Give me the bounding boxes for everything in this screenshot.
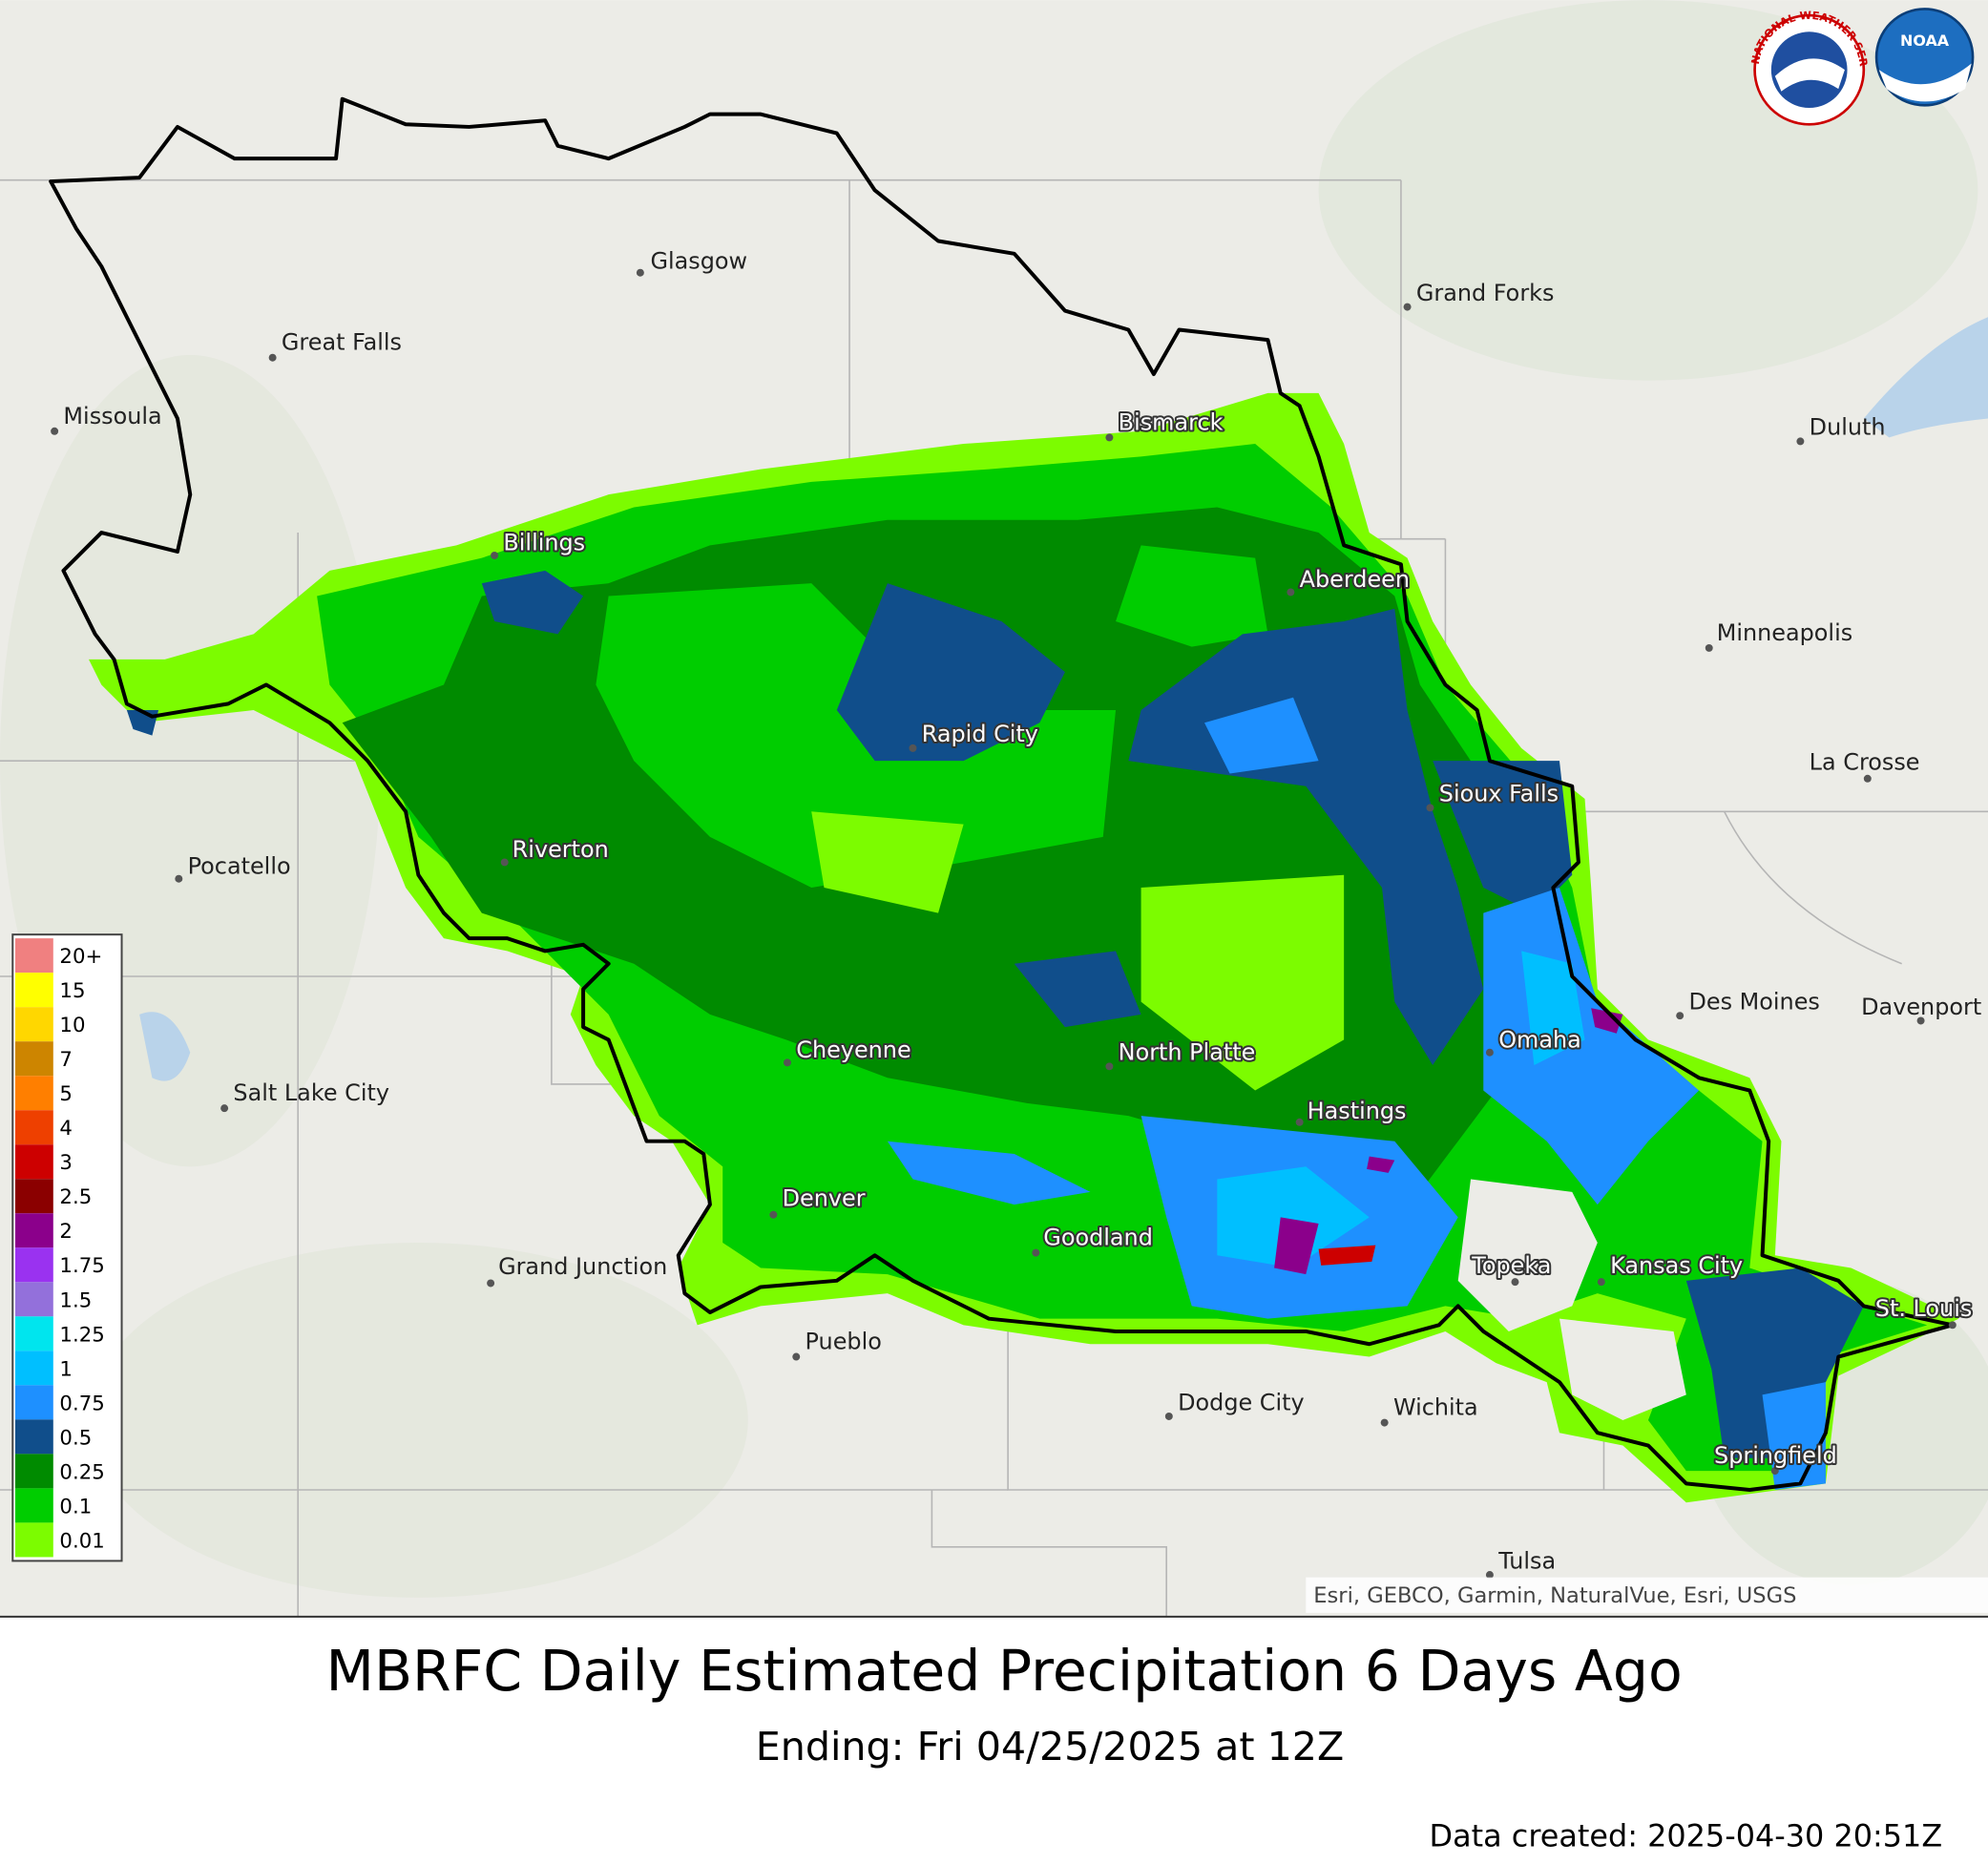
precipitation — [88, 392, 1959, 1503]
legend-label: 0.25 — [59, 1460, 104, 1484]
city-label: Springfield — [1714, 1442, 1837, 1469]
legend-swatch — [14, 1282, 53, 1317]
city-label: Denver — [783, 1184, 866, 1211]
legend-swatch — [14, 1316, 53, 1351]
city-label: Hastings — [1308, 1098, 1407, 1124]
legend-swatch — [14, 1076, 53, 1111]
legend-label: 1.5 — [59, 1288, 92, 1312]
legend-label: 10 — [59, 1014, 85, 1037]
legend: 20+ 15 10 7 5 4 3 2.5 2 1.75 1.5 1.25 1 0.75 0.5 0.25 0.… — [14, 938, 105, 1558]
lake — [139, 1012, 191, 1081]
city-label: Goodland — [1043, 1225, 1153, 1251]
subtitle: Ending: Fri 04/25/2025 at 12Z — [756, 1724, 1344, 1770]
city-label: Sioux Falls — [1439, 781, 1559, 807]
legend-label: 3 — [59, 1151, 73, 1175]
legend-label: 1 — [59, 1357, 73, 1381]
attribution: Esri, GEBCO, Garmin, NaturalVue, Esri, U… — [1313, 1583, 1796, 1608]
city-labels: Glasgow Great Falls Missoula Grand Forks… — [63, 248, 1981, 1575]
legend-label: 0.5 — [59, 1426, 92, 1450]
legend-label: 20+ — [59, 945, 102, 969]
created: Data created: 2025-04-30 20:51Z — [1430, 1817, 1943, 1854]
legend-swatch — [14, 1385, 53, 1420]
legend-label: 1.25 — [59, 1323, 104, 1347]
basin-boundary — [49, 96, 1955, 1493]
legend-swatch — [14, 1179, 53, 1214]
city-label: Glasgow — [650, 248, 747, 275]
legend-label: 2 — [59, 1220, 73, 1244]
legend-label: 0.75 — [59, 1392, 104, 1415]
attribution-box — [1306, 1577, 1988, 1613]
city-label: Grand Junction — [498, 1253, 667, 1280]
legend-label: 15 — [59, 979, 85, 1003]
city-label: Pueblo — [806, 1329, 882, 1355]
noaa-logo-text: NOAA — [1900, 31, 1950, 50]
legend-swatch — [14, 973, 53, 1008]
city-label: Duluth — [1810, 414, 1886, 441]
legend-swatch — [14, 1144, 53, 1180]
legend-swatch — [14, 1488, 53, 1523]
city-label: Aberdeen — [1300, 566, 1410, 593]
legend-label: 1.75 — [59, 1254, 104, 1278]
legend-label: 4 — [59, 1117, 73, 1141]
city-label: Dodge City — [1178, 1389, 1305, 1415]
legend-swatch — [14, 1213, 53, 1248]
city-label: Kansas City — [1610, 1252, 1743, 1279]
city-label: North Platte — [1119, 1039, 1256, 1066]
city-label: Bismarck — [1119, 408, 1224, 435]
legend-swatch — [14, 1041, 53, 1077]
city-label: Pocatello — [188, 852, 291, 879]
legend-swatch — [14, 1247, 53, 1283]
legend-label: 0.1 — [59, 1495, 92, 1518]
city-label: Missoula — [63, 403, 161, 429]
city-label: Omaha — [1498, 1026, 1581, 1053]
city-label: Billings — [503, 530, 585, 556]
legend-swatch — [14, 1454, 53, 1489]
legend-label: 2.5 — [59, 1185, 92, 1209]
city-label: Great Falls — [282, 329, 402, 356]
legend-swatch — [14, 938, 53, 974]
lake — [1863, 317, 1988, 438]
legend-swatch — [14, 1007, 53, 1042]
title: MBRFC Daily Estimated Precipitation 6 Da… — [326, 1639, 1683, 1704]
city-label: Davenport — [1861, 994, 1981, 1020]
legend-swatch — [14, 1522, 53, 1558]
city-label: Des Moines — [1688, 989, 1819, 1016]
city-label: Grand Forks — [1416, 280, 1555, 306]
legend-label: 0.01 — [59, 1529, 104, 1553]
legend-swatch — [14, 1110, 53, 1145]
legend-swatch — [14, 1351, 53, 1386]
city-label: Tulsa — [1497, 1547, 1556, 1574]
city-markers — [51, 268, 1957, 1580]
city-label: La Crosse — [1810, 748, 1920, 775]
city-label: St. Louis — [1875, 1295, 1973, 1322]
city-label: Cheyenne — [796, 1037, 910, 1063]
legend-swatch — [14, 1419, 53, 1455]
city-label: Wichita — [1393, 1394, 1478, 1421]
noaa-logo: NOAA — [1874, 8, 1975, 107]
city-label: Minneapolis — [1717, 619, 1852, 646]
city-label: Riverton — [513, 836, 609, 863]
legend-label: 7 — [59, 1048, 73, 1072]
city-label: Salt Lake City — [233, 1079, 389, 1106]
city-label: Rapid City — [922, 721, 1038, 747]
city-label: Topeka — [1471, 1252, 1551, 1279]
legend-label: 5 — [59, 1082, 73, 1106]
